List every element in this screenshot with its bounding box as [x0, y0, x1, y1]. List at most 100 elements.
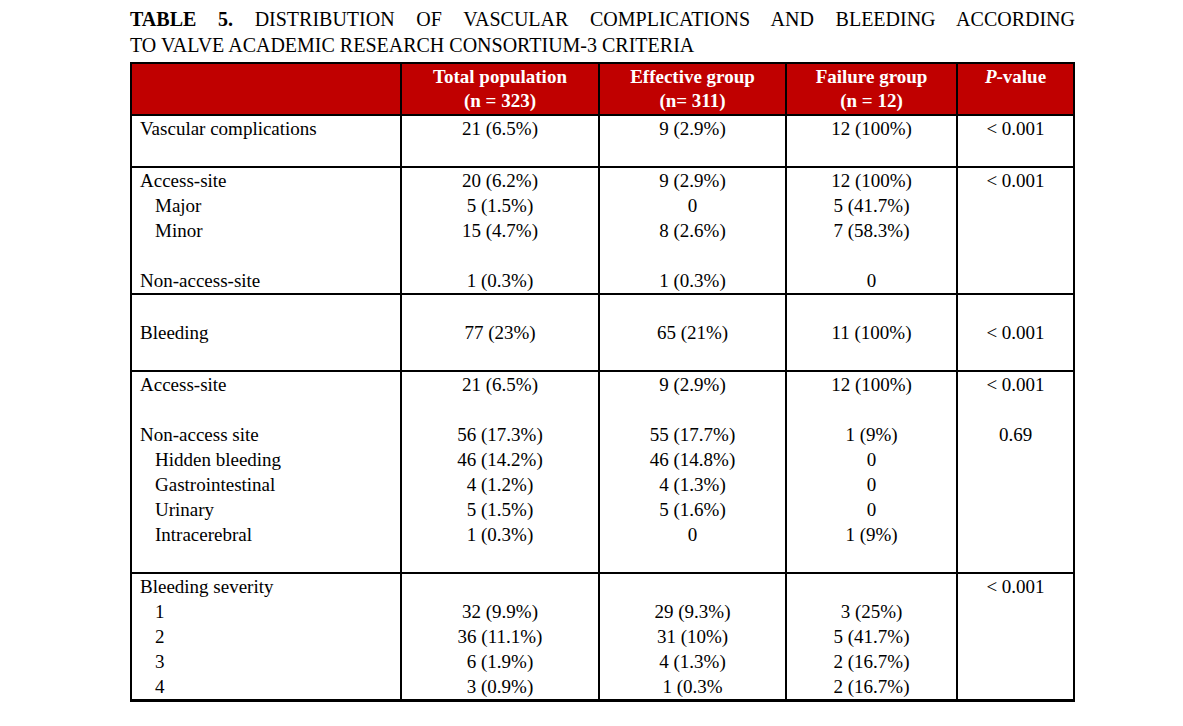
row-label: 3: [132, 649, 400, 674]
table-cell: 0: [785, 497, 956, 522]
row-label: Bleeding: [132, 320, 400, 345]
row-label: Non-access-site: [132, 268, 400, 293]
table-cell: 65 (21%): [598, 320, 785, 345]
table-title-text: DISTRIBUTION OF VASCULAR COMPLICATIONS A…: [255, 8, 1075, 30]
table-cell: 1 (9%): [785, 522, 956, 547]
table-cell: 56 (17.3%): [400, 422, 598, 447]
header-total-population-line1: Total population: [402, 65, 598, 89]
data-table: Total population (n = 323) Effective gro…: [130, 62, 1075, 702]
table-cell: 21 (6.5%): [400, 116, 598, 141]
table-cell: [598, 345, 785, 370]
table-cell: [956, 522, 1073, 547]
table-cell: [400, 397, 598, 422]
table-row: 236 (11.1%)31 (10%)5 (41.7%): [132, 624, 1073, 649]
table-row: Intracerebral1 (0.3%)01 (9%): [132, 522, 1073, 547]
table-header-row: Total population (n = 323) Effective gro…: [132, 64, 1073, 114]
row-label: [132, 295, 400, 320]
table-cell: 0: [598, 522, 785, 547]
table-cell: < 0.001: [956, 116, 1073, 141]
table-cell: 0: [598, 193, 785, 218]
table-cell: 5 (1.5%): [400, 497, 598, 522]
table-cell: [785, 345, 956, 370]
table-title: TABLE 5. DISTRIBUTION OF VASCULAR COMPLI…: [130, 6, 1075, 58]
table-cell: [785, 397, 956, 422]
header-pvalue: P-value: [956, 64, 1073, 114]
header-effective-group-line2: (n= 311): [600, 89, 785, 113]
table-cell: [956, 141, 1073, 166]
table-number-label: TABLE 5.: [130, 8, 233, 30]
table-cell: 12 (100%): [785, 168, 956, 193]
header-pvalue-italic: P: [985, 66, 997, 87]
table-row: [132, 547, 1073, 572]
table-cell: 36 (11.1%): [400, 624, 598, 649]
table-cell: [956, 649, 1073, 674]
table-cell: [956, 497, 1073, 522]
row-label: [132, 345, 400, 370]
table-cell: 1 (0.3%): [400, 268, 598, 293]
table-row: Gastrointestinal4 (1.2%)4 (1.3%)0: [132, 472, 1073, 497]
table-section: Access-site21 (6.5%)9 (2.9%)12 (100%)< 0…: [132, 370, 1073, 572]
table-title-line2: TO VALVE ACADEMIC RESEARCH CONSORTIUM-3 …: [130, 32, 1075, 58]
table-row: Non-access site56 (17.3%)55 (17.7%)1 (9%…: [132, 422, 1073, 447]
table-body: Vascular complications21 (6.5%)9 (2.9%)1…: [132, 114, 1073, 699]
table-section: Access-site20 (6.2%)9 (2.9%)12 (100%)< 0…: [132, 166, 1073, 293]
table-cell: [785, 141, 956, 166]
header-empty: [132, 64, 400, 114]
row-label: [132, 547, 400, 572]
row-label: Vascular complications: [132, 116, 400, 141]
table-cell: [598, 243, 785, 268]
table-title-line1: TABLE 5. DISTRIBUTION OF VASCULAR COMPLI…: [130, 6, 1075, 32]
table-row: [132, 141, 1073, 166]
table-cell: 2 (16.7%): [785, 649, 956, 674]
header-failure-group-line2: (n = 12): [787, 89, 956, 113]
table-cell: 6 (1.9%): [400, 649, 598, 674]
table-cell: 11 (100%): [785, 320, 956, 345]
table-cell: 1 (0.3%): [598, 268, 785, 293]
header-failure-group: Failure group (n = 12): [785, 64, 956, 114]
table-cell: [956, 599, 1073, 624]
table-cell: 8 (2.6%): [598, 218, 785, 243]
table-cell: 32 (9.9%): [400, 599, 598, 624]
table-cell: 5 (41.7%): [785, 624, 956, 649]
table-cell: < 0.001: [956, 372, 1073, 397]
table-cell: 0: [785, 472, 956, 497]
table-cell: 0: [785, 447, 956, 472]
header-effective-group-line1: Effective group: [600, 65, 785, 89]
table-cell: [785, 295, 956, 320]
table-cell: [598, 141, 785, 166]
table-cell: 0: [785, 268, 956, 293]
row-label: Bleeding severity: [132, 574, 400, 599]
table-row: [132, 345, 1073, 370]
table-cell: 21 (6.5%): [400, 372, 598, 397]
table-cell: 5 (41.7%): [785, 193, 956, 218]
table-cell: 7 (58.3%): [785, 218, 956, 243]
table-cell: [956, 674, 1073, 699]
table-row: Access-site21 (6.5%)9 (2.9%)12 (100%)< 0…: [132, 372, 1073, 397]
table-row: Minor15 (4.7%)8 (2.6%)7 (58.3%): [132, 218, 1073, 243]
table-cell: [956, 397, 1073, 422]
table-section: Bleeding severity< 0.001132 (9.9%)29 (9.…: [132, 572, 1073, 699]
row-label: [132, 243, 400, 268]
table-cell: 20 (6.2%): [400, 168, 598, 193]
table-cell: 1 (0.3%): [400, 522, 598, 547]
table-cell: < 0.001: [956, 320, 1073, 345]
document-page: TABLE 5. DISTRIBUTION OF VASCULAR COMPLI…: [0, 0, 1183, 726]
table-row: Urinary5 (1.5%)5 (1.6%)0: [132, 497, 1073, 522]
table-cell: 31 (10%): [598, 624, 785, 649]
header-failure-group-line1: Failure group: [787, 65, 956, 89]
table-row: 43 (0.9%)1 (0.3%2 (16.7%): [132, 674, 1073, 699]
table-cell: [400, 243, 598, 268]
table-cell: [598, 574, 785, 599]
table-section: Vascular complications21 (6.5%)9 (2.9%)1…: [132, 114, 1073, 166]
table-cell: < 0.001: [956, 574, 1073, 599]
row-label: Access-site: [132, 372, 400, 397]
table-cell: [956, 193, 1073, 218]
table-cell: [956, 472, 1073, 497]
table-row: Bleeding77 (23%)65 (21%)11 (100%)< 0.001: [132, 320, 1073, 345]
table-cell: [956, 447, 1073, 472]
table-cell: 15 (4.7%): [400, 218, 598, 243]
table-cell: [598, 295, 785, 320]
row-label: [132, 141, 400, 166]
row-label: Major: [132, 193, 400, 218]
row-label: Gastrointestinal: [132, 472, 400, 497]
